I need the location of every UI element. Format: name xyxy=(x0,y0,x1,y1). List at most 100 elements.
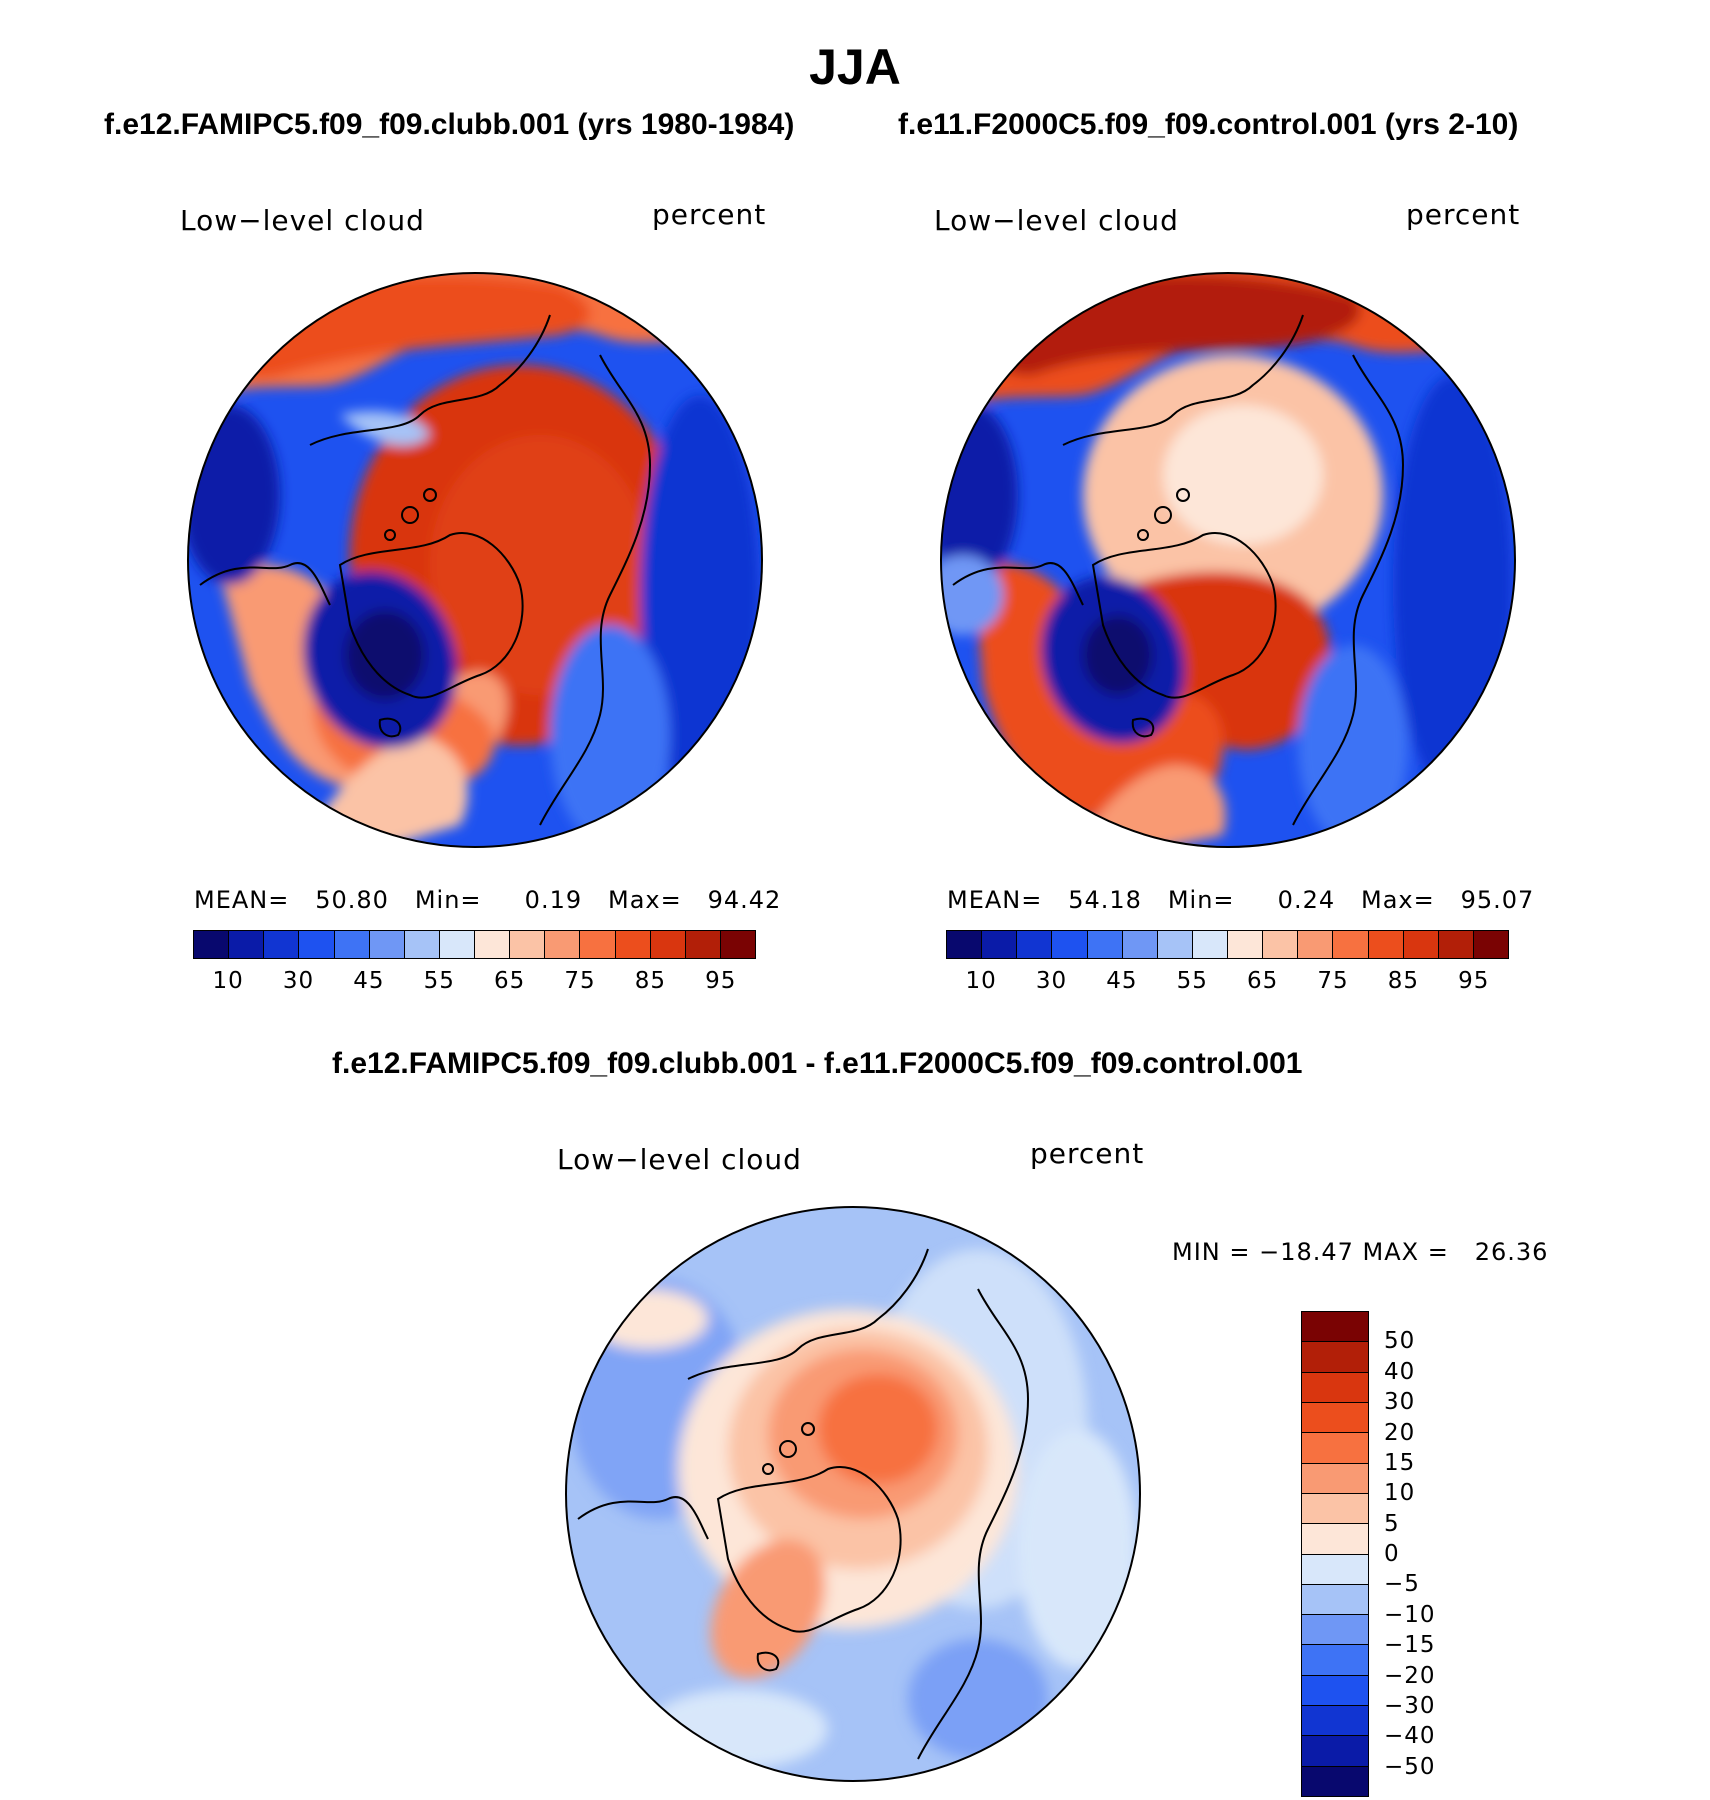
right-variable-label: Low−level cloud xyxy=(934,204,1179,237)
left-colorbar-cell xyxy=(475,931,511,958)
left-colorbar-tick-label: 55 xyxy=(423,968,455,994)
right-colorbar-tick-label: 65 xyxy=(1247,968,1279,994)
diff-colorbar-cell xyxy=(1302,1402,1368,1434)
left-colorbar-tick-label: 85 xyxy=(634,968,667,994)
right-colorbar-tick-label: 55 xyxy=(1176,968,1208,994)
right-colorbar-cell xyxy=(1333,931,1369,958)
diff-colorbar-cell xyxy=(1302,1463,1368,1494)
left-colorbar-cell xyxy=(439,931,475,958)
right-colorbar-tick-label: 45 xyxy=(1106,968,1138,994)
diff-colorbar xyxy=(1301,1311,1369,1797)
diff-colorbar-tick-label: −20 xyxy=(1384,1662,1436,1689)
diff-colorbar-tick-label: −50 xyxy=(1384,1753,1436,1780)
diff-polar-map xyxy=(565,1206,1141,1782)
diff-colorbar-ticks: 50 40 30 20 15 10 5 0 −5 −10 −15 −20 −30 −40 −50 xyxy=(1384,1311,1464,1797)
right-colorbar-cell xyxy=(1438,931,1474,958)
right-colorbar-tick-label: 10 xyxy=(965,968,997,994)
diff-colorbar-cell xyxy=(1302,1312,1368,1343)
diff-stats: MIN = −18.47 MAX = 26.36 xyxy=(1172,1238,1549,1266)
left-colorbar-cell xyxy=(369,931,405,958)
diff-colorbar-cell xyxy=(1302,1554,1368,1585)
right-colorbar-tick-label: 85 xyxy=(1387,968,1420,994)
left-colorbar-cell xyxy=(650,931,686,958)
left-colorbar-cell xyxy=(264,931,300,958)
diff-colorbar-tick-label: 5 xyxy=(1384,1510,1400,1537)
diff-colorbar-cell xyxy=(1302,1342,1368,1373)
right-colorbar-cell xyxy=(1087,931,1123,958)
left-colorbar-cell xyxy=(685,931,721,958)
right-colorbar xyxy=(946,930,1509,959)
diff-case-title: f.e12.FAMIPC5.f09_f09.clubb.001 - f.e11.… xyxy=(332,1047,1303,1080)
left-colorbar-tick-label: 30 xyxy=(282,968,315,994)
diff-colorbar-cell xyxy=(1302,1493,1368,1525)
left-units-label: percent xyxy=(652,198,767,231)
right-colorbar-cell xyxy=(1368,931,1404,958)
diff-colorbar-cell xyxy=(1302,1524,1368,1555)
right-colorbar-cell xyxy=(1157,931,1193,958)
right-colorbar-ticks: 10 30 45 55 65 75 85 95 xyxy=(946,968,1509,998)
diff-colorbar-tick-label: 10 xyxy=(1384,1480,1416,1507)
diff-colorbar-cell xyxy=(1302,1372,1368,1403)
right-colorbar-cell xyxy=(1403,931,1439,958)
diff-variable-label: Low−level cloud xyxy=(557,1143,802,1176)
right-colorbar-cell xyxy=(1052,931,1088,958)
left-colorbar-cell xyxy=(194,931,230,958)
diff-units-label: percent xyxy=(1030,1137,1145,1170)
right-colorbar-cell xyxy=(1192,931,1228,958)
diff-colorbar-tick-label: −15 xyxy=(1384,1632,1436,1659)
diff-colorbar-cell xyxy=(1302,1766,1368,1796)
diff-colorbar-tick-label: 50 xyxy=(1384,1328,1416,1355)
left-colorbar-tick-label: 45 xyxy=(353,968,385,994)
left-colorbar-tick-label: 75 xyxy=(564,968,596,994)
diff-colorbar-cell xyxy=(1302,1584,1368,1616)
right-colorbar-tick-label: 75 xyxy=(1317,968,1349,994)
right-stats: MEAN= 54.18 Min= 0.24 Max= 95.07 xyxy=(947,886,1535,914)
diff-colorbar-tick-label: 40 xyxy=(1384,1358,1416,1385)
diff-colorbar-tick-label: 0 xyxy=(1384,1541,1400,1567)
left-colorbar-cell xyxy=(580,931,616,958)
left-colorbar-cell xyxy=(510,931,546,958)
left-variable-label: Low−level cloud xyxy=(180,204,425,237)
diff-colorbar-cell xyxy=(1302,1706,1368,1737)
diff-colorbar-cell xyxy=(1302,1675,1368,1707)
right-colorbar-cell xyxy=(1473,931,1508,958)
left-colorbar-tick-label: 65 xyxy=(494,968,526,994)
left-polar-map xyxy=(187,272,763,848)
right-colorbar-cell xyxy=(947,931,983,958)
right-case-title: f.e11.F2000C5.f09_f09.control.001 (yrs 2… xyxy=(898,108,1519,141)
diff-colorbar-tick-label: 20 xyxy=(1384,1419,1416,1446)
left-colorbar-cell xyxy=(404,931,440,958)
right-units-label: percent xyxy=(1406,198,1521,231)
diff-colorbar-tick-label: −30 xyxy=(1384,1692,1436,1719)
diff-colorbar-cell xyxy=(1302,1736,1368,1767)
diff-colorbar-tick-label: 15 xyxy=(1384,1449,1416,1476)
right-colorbar-cell xyxy=(1122,931,1158,958)
left-colorbar-cell xyxy=(334,931,370,958)
left-colorbar-cell xyxy=(299,931,335,958)
diff-colorbar-tick-label: −10 xyxy=(1384,1601,1436,1628)
left-colorbar-cell xyxy=(229,931,265,958)
diff-colorbar-cell xyxy=(1302,1615,1368,1646)
left-colorbar-tick-label: 95 xyxy=(705,968,737,994)
diff-colorbar-tick-label: 30 xyxy=(1384,1389,1416,1416)
right-colorbar-cell xyxy=(1228,931,1264,958)
diff-colorbar-tick-label: −5 xyxy=(1384,1571,1420,1598)
right-colorbar-cell xyxy=(1263,931,1299,958)
right-colorbar-cell xyxy=(1017,931,1053,958)
diff-colorbar-tick-label: −40 xyxy=(1384,1723,1436,1750)
left-colorbar-cell xyxy=(720,931,755,958)
figure-title: JJA xyxy=(809,39,901,95)
left-colorbar-cell xyxy=(545,931,581,958)
left-colorbar-cell xyxy=(615,931,651,958)
left-case-title: f.e12.FAMIPC5.f09_f09.clubb.001 (yrs 198… xyxy=(104,108,795,141)
right-colorbar-tick-label: 95 xyxy=(1458,968,1490,994)
diff-colorbar-cell xyxy=(1302,1645,1368,1676)
right-colorbar-cell xyxy=(982,931,1018,958)
left-colorbar-tick-label: 10 xyxy=(212,968,244,994)
right-colorbar-cell xyxy=(1298,931,1334,958)
left-stats: MEAN= 50.80 Min= 0.19 Max= 94.42 xyxy=(194,886,782,914)
diff-colorbar-cell xyxy=(1302,1433,1368,1464)
right-polar-map xyxy=(940,272,1516,848)
left-colorbar xyxy=(193,930,756,959)
right-colorbar-tick-label: 30 xyxy=(1035,968,1068,994)
